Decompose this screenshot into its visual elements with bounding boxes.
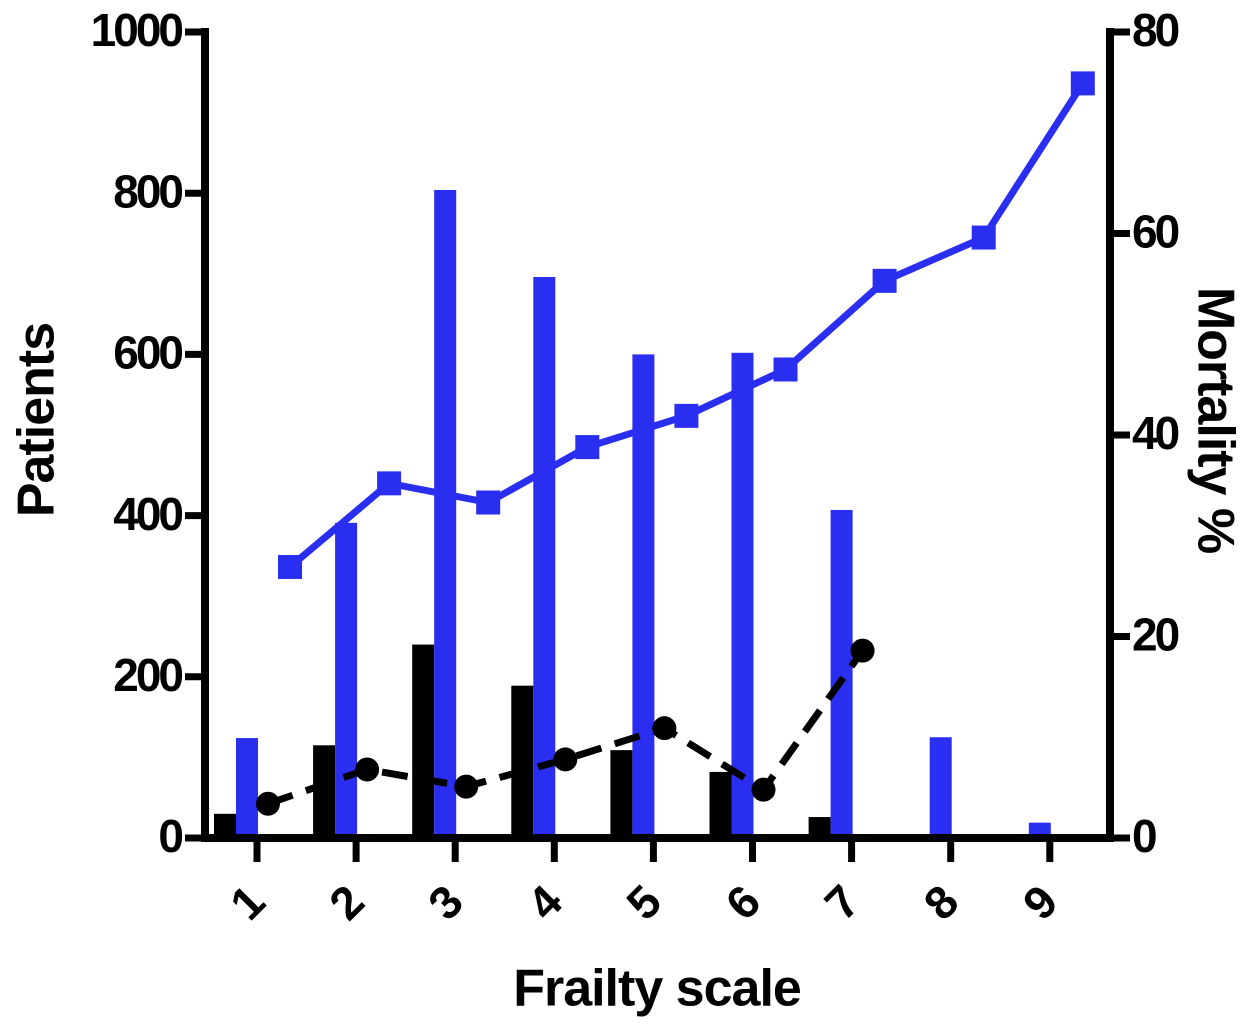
point xyxy=(355,757,380,782)
point xyxy=(476,490,501,515)
line xyxy=(287,81,1086,570)
point xyxy=(751,777,776,802)
x-tick-label: 1 xyxy=(220,875,274,929)
y2-tick-label: 80 xyxy=(1132,4,1179,56)
x-tick-label: 7 xyxy=(815,876,869,930)
point xyxy=(872,268,897,293)
x-tick-label: 3 xyxy=(418,876,472,930)
x-tick-label: 4 xyxy=(517,875,572,930)
y-tick-label: 400 xyxy=(113,488,182,540)
bar xyxy=(434,189,457,838)
point xyxy=(652,716,677,741)
x-tick-label: 6 xyxy=(715,876,769,930)
bar xyxy=(533,277,556,838)
y2-tick-label: 0 xyxy=(1132,810,1156,862)
point xyxy=(553,747,578,772)
y2-axis-label: Mortality % xyxy=(1186,287,1241,553)
point xyxy=(971,225,996,250)
y-tick-label: 1000 xyxy=(91,4,183,56)
x-tick-label: 5 xyxy=(616,875,670,929)
bar xyxy=(808,817,831,838)
point xyxy=(278,554,302,579)
bar xyxy=(610,750,633,838)
y2-tick-label: 20 xyxy=(1132,609,1179,661)
bar xyxy=(731,352,754,838)
y2-tick-label: 60 xyxy=(1132,206,1179,258)
point xyxy=(674,403,699,428)
bar xyxy=(511,685,534,838)
point xyxy=(454,774,479,799)
point xyxy=(1070,71,1095,96)
point xyxy=(377,471,402,496)
bar xyxy=(709,771,732,838)
bar xyxy=(632,354,655,838)
y2-tick-label: 40 xyxy=(1132,407,1179,459)
bar xyxy=(412,644,435,838)
point xyxy=(850,638,875,663)
point xyxy=(256,791,280,816)
bar xyxy=(214,813,236,838)
bar xyxy=(929,737,952,838)
x-tick-label: 8 xyxy=(914,875,968,929)
bar xyxy=(335,522,358,838)
line xyxy=(266,648,866,808)
x-tick-label: 2 xyxy=(319,876,373,930)
y-tick-label: 800 xyxy=(113,165,182,217)
y-axis-label: Patients xyxy=(8,323,66,517)
point xyxy=(773,357,798,382)
y-tick-label: 200 xyxy=(113,649,182,701)
y-tick-label: 0 xyxy=(158,810,182,862)
bar xyxy=(236,738,258,838)
bar xyxy=(830,509,853,838)
x-tick-label: 9 xyxy=(1013,876,1067,930)
x-axis-label: Frailty scale xyxy=(513,960,801,1018)
point xyxy=(575,435,600,460)
y-tick-label: 600 xyxy=(113,327,182,379)
bar xyxy=(313,745,336,838)
